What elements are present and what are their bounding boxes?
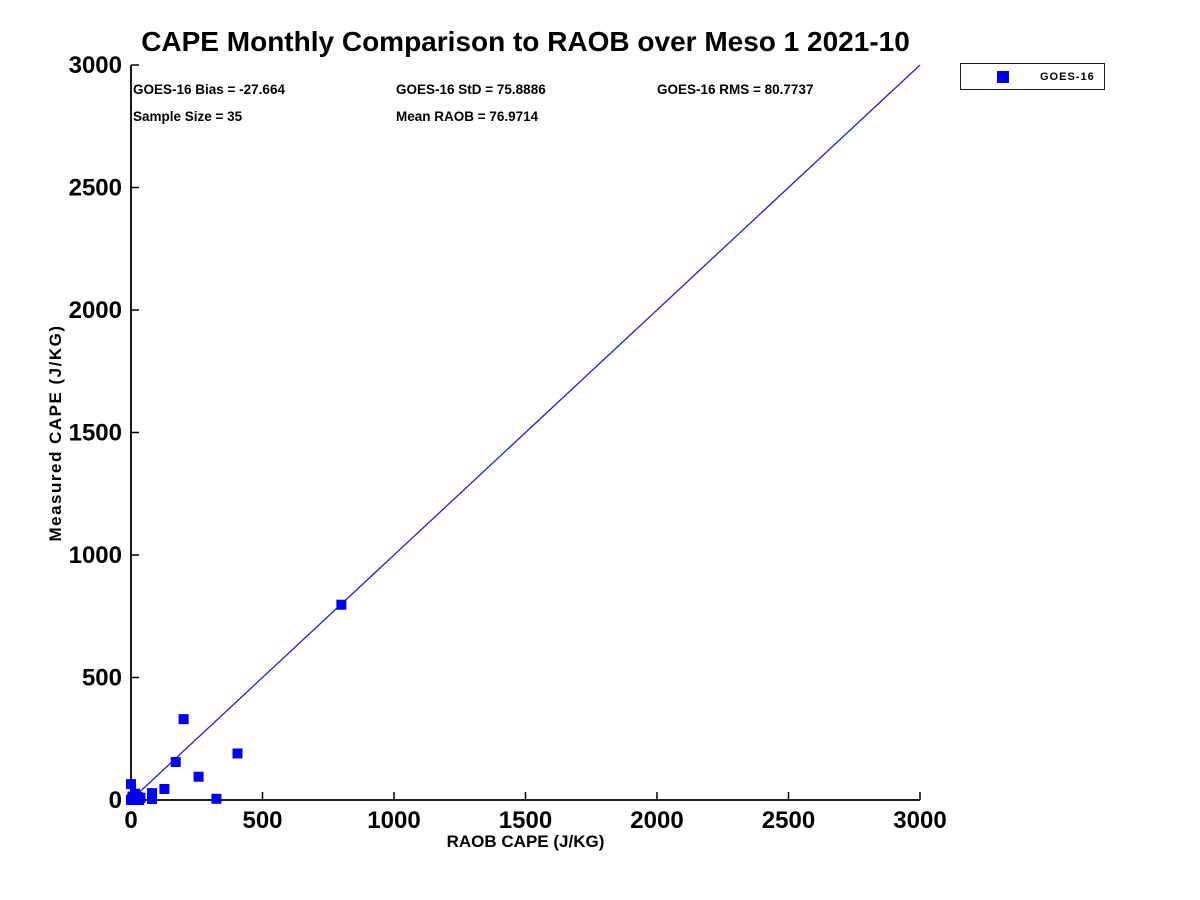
x-tick-label: 500 xyxy=(242,807,282,834)
scatter-point xyxy=(336,599,347,610)
legend-box: GOES-16 xyxy=(960,63,1105,90)
stat-rms: GOES-16 RMS = 80.7737 xyxy=(657,82,814,97)
scatter-point xyxy=(159,783,170,794)
stat-mean-raob: Mean RAOB = 76.9714 xyxy=(396,109,539,124)
scatter-point xyxy=(170,757,181,768)
y-tick-label: 3000 xyxy=(69,52,122,79)
x-tick-label: 0 xyxy=(124,807,137,834)
scatter-point xyxy=(129,788,140,799)
scatter-point xyxy=(135,792,146,803)
x-tick-label: 2000 xyxy=(630,807,683,834)
chart-title: CAPE Monthly Comparison to RAOB over Mes… xyxy=(141,26,910,57)
scatter-point xyxy=(211,793,222,804)
scatter-point xyxy=(178,714,189,725)
scatter-point xyxy=(193,771,204,782)
x-tick-label: 1500 xyxy=(499,807,552,834)
y-tick-label: 500 xyxy=(82,665,122,692)
legend-marker-square-icon xyxy=(997,70,1009,83)
identity-line xyxy=(130,64,921,801)
scatter-point xyxy=(126,779,136,790)
legend-series-label: GOES-16 xyxy=(1040,70,1095,83)
x-tick-label: 3000 xyxy=(893,807,946,834)
stat-std: GOES-16 StD = 75.8886 xyxy=(396,82,546,97)
stat-sample-size: Sample Size = 35 xyxy=(133,109,243,124)
y-tick-label: 1500 xyxy=(69,420,122,447)
scatter-point xyxy=(147,794,158,805)
y-tick-label: 1000 xyxy=(69,542,122,569)
x-tick-label: 1000 xyxy=(367,807,420,834)
y-tick-label: 0 xyxy=(109,787,122,814)
y-tick-label: 2000 xyxy=(69,297,122,324)
scatter-point xyxy=(232,748,243,759)
scatter-point xyxy=(147,788,158,799)
y-axis-title: Measured CAPE (J/KG) xyxy=(46,324,65,542)
stat-bias: GOES-16 Bias = -27.664 xyxy=(133,82,285,97)
y-tick-label: 2500 xyxy=(69,175,122,202)
x-axis-title: RAOB CAPE (J/KG) xyxy=(446,832,605,851)
x-tick-label: 2500 xyxy=(762,807,815,834)
